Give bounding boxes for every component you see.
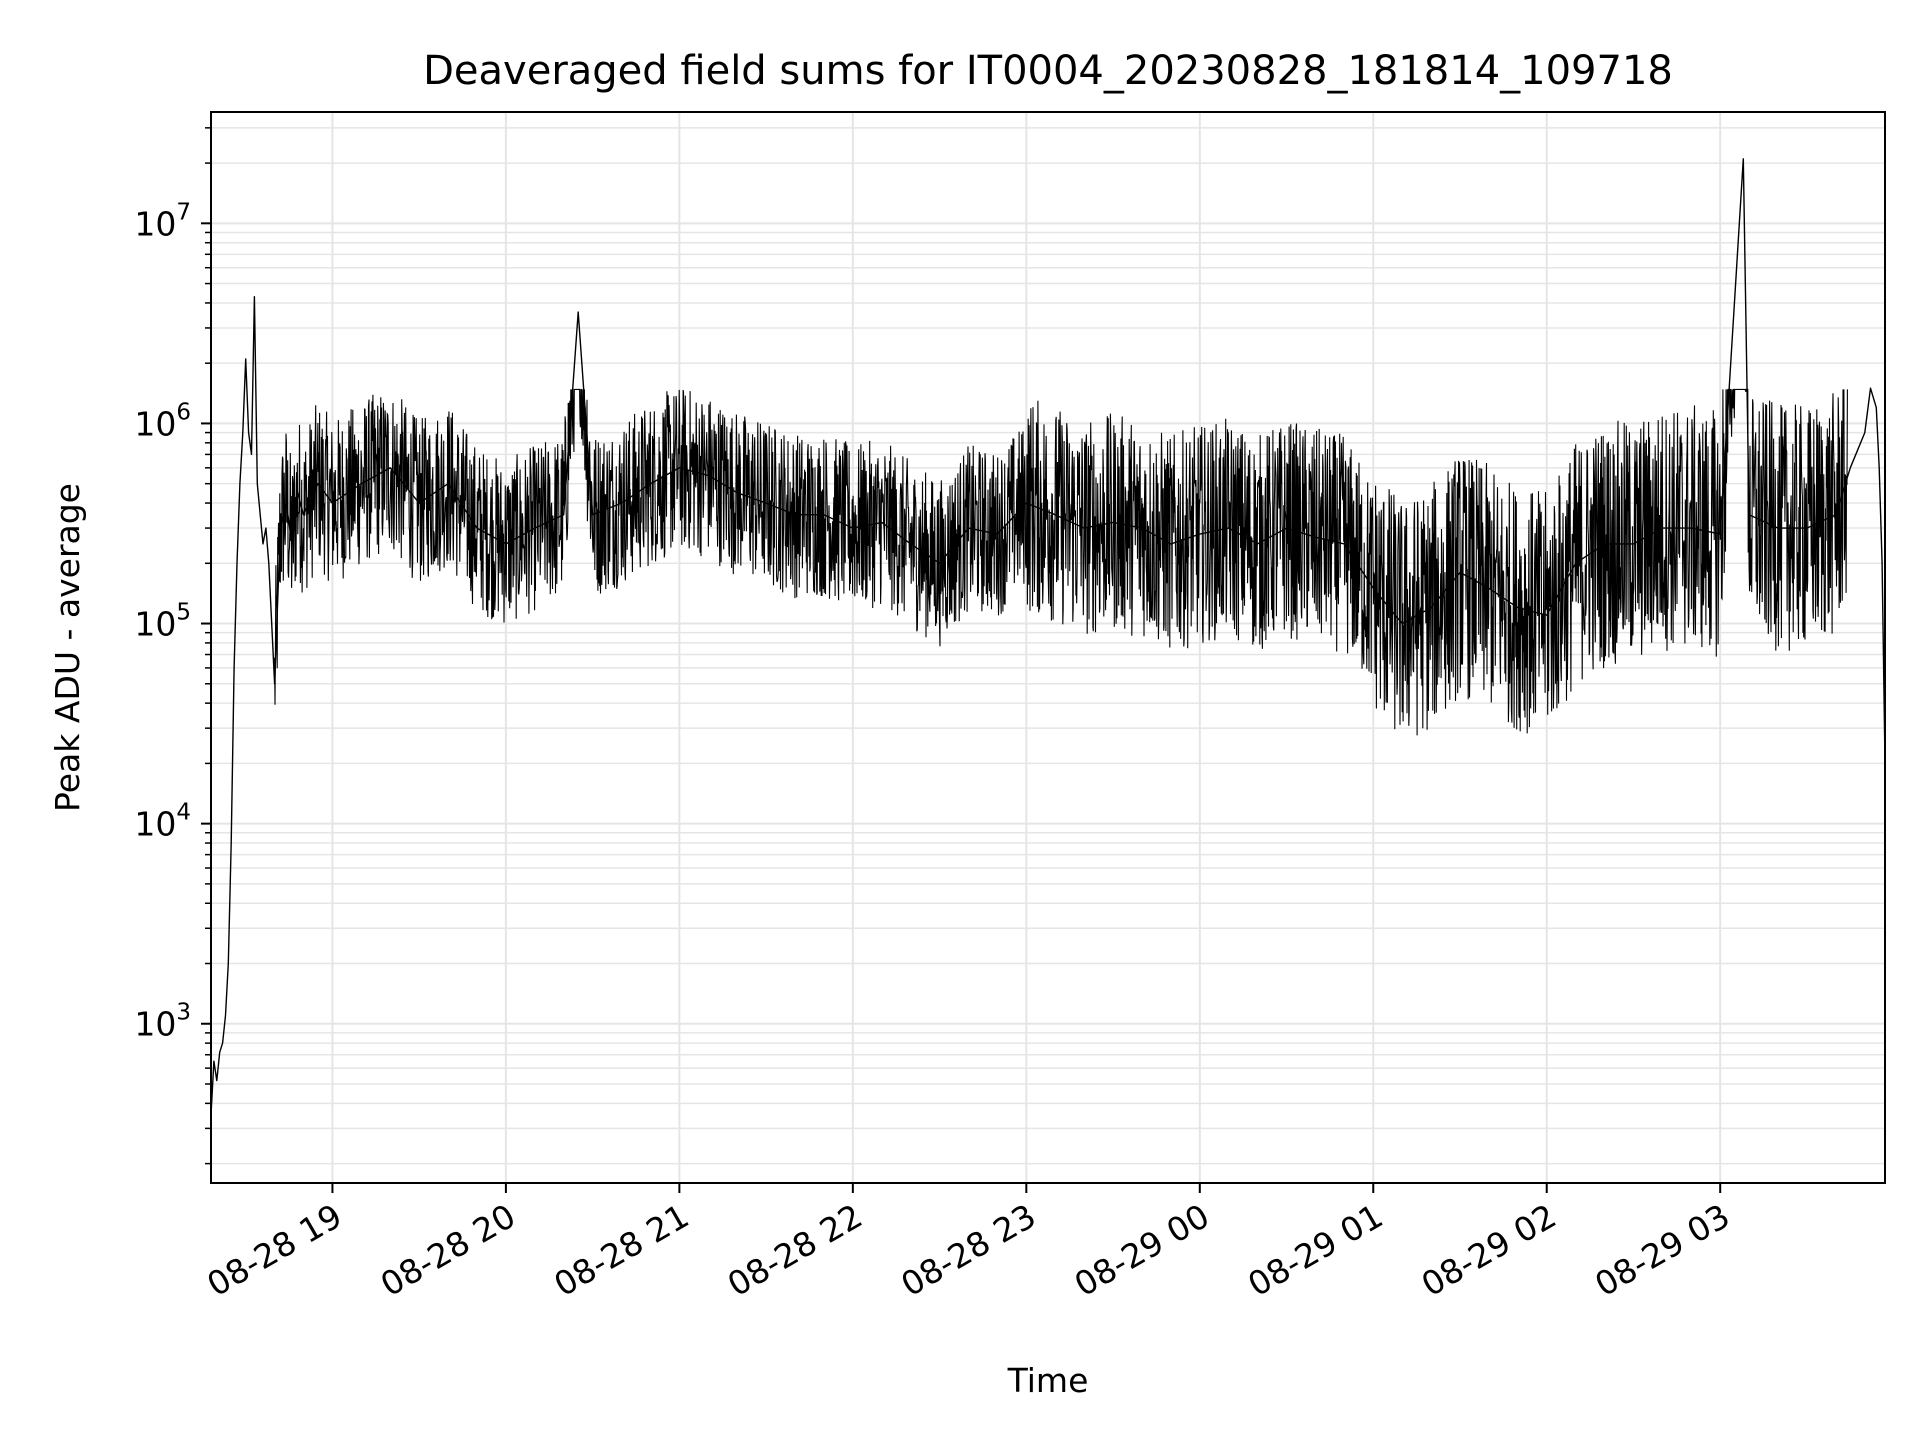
data-layer	[210, 158, 1886, 1116]
chart-title: Deaveraged field sums for IT0004_2023082…	[423, 48, 1673, 94]
y-tick-label: 106	[134, 399, 191, 443]
y-tick-label: 104	[134, 800, 191, 844]
y-axis-label: Peak ADU - average	[48, 483, 87, 812]
data-series-texture	[274, 388, 1848, 736]
y-tick-label: 107	[134, 199, 191, 243]
plot-frame	[210, 111, 1886, 1184]
grid-lines	[211, 112, 1885, 1183]
y-tick-label: 105	[134, 600, 191, 644]
x-axis-label: Time	[1007, 1361, 1089, 1400]
y-tick-label: 103	[134, 1000, 191, 1044]
